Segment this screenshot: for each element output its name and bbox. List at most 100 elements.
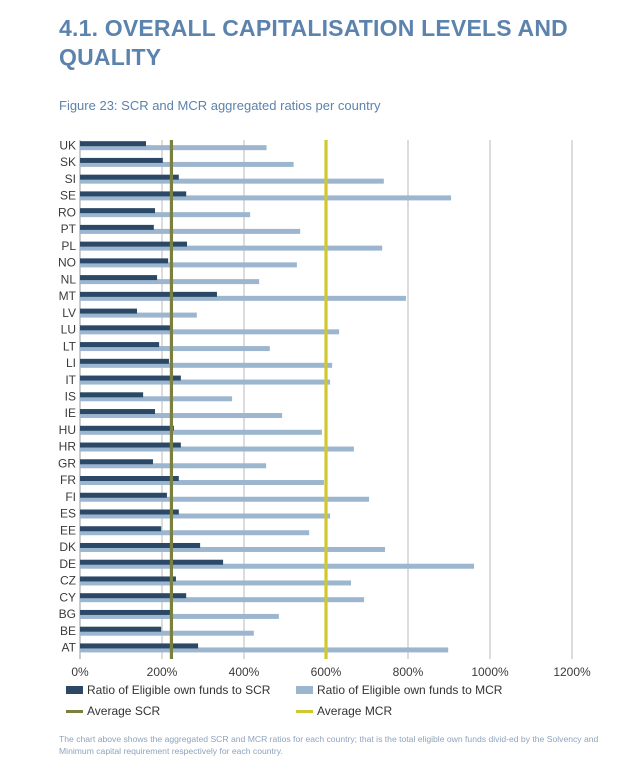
category-label: IT [65,373,76,387]
category-label: LI [66,356,76,370]
x-tick-labels: 0% 200% 400% 600% 800% 1000% 1200% [71,665,591,679]
bar-scr [80,392,144,398]
category-label: SE [60,189,76,203]
figure-caption: Figure 23: SCR and MCR aggregated ratios… [59,98,381,113]
bar-mcr [80,312,197,318]
category-label: SK [60,155,76,169]
category-label: BG [59,607,76,621]
bar-mcr [80,446,354,452]
bar-mcr [80,530,310,536]
bar-mcr [80,228,301,234]
category-label: LV [62,306,76,320]
category-label: RO [58,205,76,219]
section-heading: 4.1. OVERALL CAPITALISATION LEVELS AND Q… [59,15,568,70]
bar-scr [80,442,181,448]
bar-mcr [80,178,384,184]
category-label: LU [61,323,76,337]
bar-scr [80,358,169,364]
bar-scr [80,559,224,565]
category-label: AT [62,641,77,655]
category-label: SI [65,172,76,186]
category-label: DK [59,540,76,554]
category-label: BE [60,624,76,638]
bar-scr [80,157,163,163]
bar-mcr [80,161,294,167]
bar-scr [80,342,160,348]
bar-mcr [80,245,383,251]
bar-mcr [80,597,365,603]
bar-mcr [80,513,331,519]
legend-label-scr: Ratio of Eligible own funds to SCR [87,683,271,697]
bar-mcr [80,329,340,335]
legend-item-mcr: Ratio of Eligible own funds to MCR [296,683,502,697]
category-label: PL [61,239,76,253]
bar-scr [80,308,137,314]
chart-footnote: The chart above shows the aggregated SCR… [59,734,599,756]
category-label: HU [59,423,76,437]
category-label: EE [60,523,76,537]
category-label: CZ [60,574,76,588]
legend-swatch-scr [66,686,83,694]
bar-scr [80,141,147,147]
x-tick-label: 1200% [553,665,591,679]
bar-mcr [80,362,333,368]
bar-scr [80,409,156,415]
bar-mcr [80,580,352,586]
bar-scr [80,459,153,465]
bar-scr [80,542,201,548]
bar-mcr [80,279,260,285]
category-label: IE [65,406,76,420]
bar-mcr [80,145,267,151]
bar-scr [80,576,176,582]
bar-scr [80,325,171,331]
bar-scr [80,258,169,264]
category-label: NL [61,272,77,286]
x-tick-label: 200% [147,665,178,679]
bar-mcr [80,613,279,619]
bar-scr [80,476,179,482]
category-label: NO [58,256,76,270]
legend-swatch-mcr [296,686,313,694]
bar-chart: UK SK SI SE RO PT PL NO NL MT LV LU LT LI IT IS IE HU HR GR… [58,138,591,679]
bar-scr [80,174,179,180]
bar-mcr [80,195,452,201]
legend-item-avg-scr: Average SCR [66,704,160,718]
bar-scr [80,626,162,632]
bar-scr [80,224,154,230]
legend-label-avg-scr: Average SCR [87,704,161,718]
bar-scr [80,643,199,649]
bar-mcr [80,429,322,435]
bar-scr [80,526,162,532]
bar-mcr [80,480,324,486]
bar-scr [80,609,171,615]
category-label: LT [63,339,77,353]
x-tick-label: 800% [393,665,424,679]
category-label: HR [59,440,77,454]
x-tick-label: 0% [71,665,89,679]
bar-mcr [80,463,267,469]
category-label: UK [59,138,76,152]
bar-scr [80,191,187,197]
legend-item-avg-mcr: Average MCR [296,704,392,718]
x-tick-label: 600% [311,665,342,679]
bar-mcr [80,647,449,653]
legend-swatch-avg-scr [66,709,83,713]
x-tick-label: 400% [229,665,260,679]
bar-scr [80,375,181,381]
x-tick-label: 1000% [471,665,509,679]
category-label: ES [60,507,76,521]
category-label: IS [65,390,76,404]
bar-mcr [80,546,386,552]
bar-scr [80,291,217,297]
bar-scr [80,425,174,431]
legend-label-avg-mcr: Average MCR [317,704,393,718]
bars [80,141,475,653]
category-labels: UK SK SI SE RO PT PL NO NL MT LV LU LT LI IT IS IE HU HR GR… [58,138,77,654]
reference-lines [169,140,328,659]
bar-mcr [80,262,297,268]
bar-mcr [80,630,254,636]
legend-swatch-avg-mcr [296,709,313,713]
bar-mcr [80,379,331,385]
category-label: PT [61,222,77,236]
bar-mcr [80,295,406,301]
